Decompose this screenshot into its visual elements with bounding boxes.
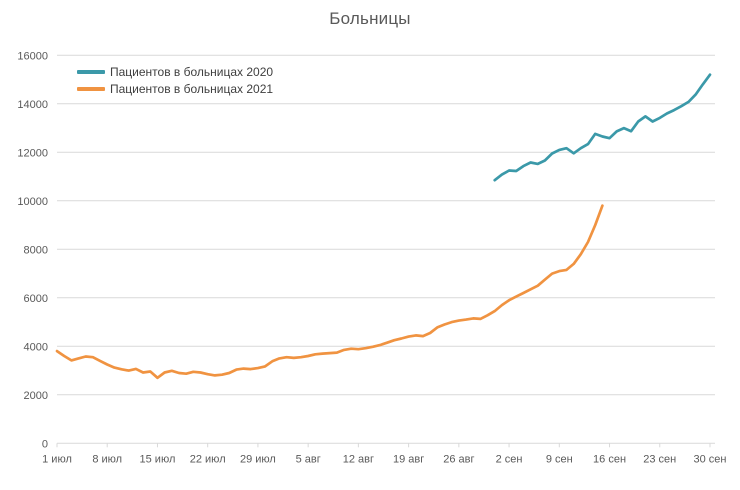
x-tick-label: 8 июл: [92, 453, 122, 465]
chart-title: Больницы: [329, 9, 411, 28]
y-tick-label: 2000: [24, 390, 48, 402]
legend-swatch-2020-line: [77, 69, 105, 74]
x-tick-label: 23 сен: [643, 453, 676, 465]
x-tick-label: 22 июл: [190, 453, 226, 465]
x-tick-label: 9 сен: [546, 453, 573, 465]
x-tick-label: 5 авг: [296, 453, 321, 465]
y-tick-label: 0: [42, 438, 48, 450]
legend-label-2020: Пациентов в больницах 2020: [110, 64, 274, 79]
series-line-2020: [493, 73, 712, 182]
x-tick-label: 19 авг: [393, 453, 424, 465]
legend-item-2021: Пациентов в больницах 2021: [77, 80, 273, 97]
x-tick-label: 12 авг: [343, 453, 374, 465]
x-tick-label: 29 июл: [240, 453, 276, 465]
y-tick-label: 8000: [24, 244, 48, 256]
x-tick-label: 30 сен: [693, 453, 726, 465]
legend-swatch-2021-line: [77, 86, 105, 91]
y-tick-label: 12000: [17, 147, 48, 159]
legend-item-2020: Пациентов в больницах 2020: [77, 63, 273, 80]
y-tick-label: 4000: [24, 341, 48, 353]
y-tick-label: 6000: [24, 293, 48, 305]
series-line-2021: [55, 204, 604, 380]
x-tick-label: 2 сен: [496, 453, 523, 465]
x-tick-label: 15 июл: [140, 453, 176, 465]
legend: Пациентов в больницах 2020 Пациентов в б…: [77, 63, 273, 97]
legend-label-2021: Пациентов в больницах 2021: [110, 81, 274, 96]
x-tick-label: 26 авг: [443, 453, 474, 465]
y-tick-label: 14000: [17, 99, 48, 111]
y-tick-label: 16000: [17, 50, 48, 62]
x-tick-label: 16 сен: [593, 453, 626, 465]
y-tick-label: 10000: [17, 196, 48, 208]
x-tick-label: 1 июл: [42, 453, 72, 465]
